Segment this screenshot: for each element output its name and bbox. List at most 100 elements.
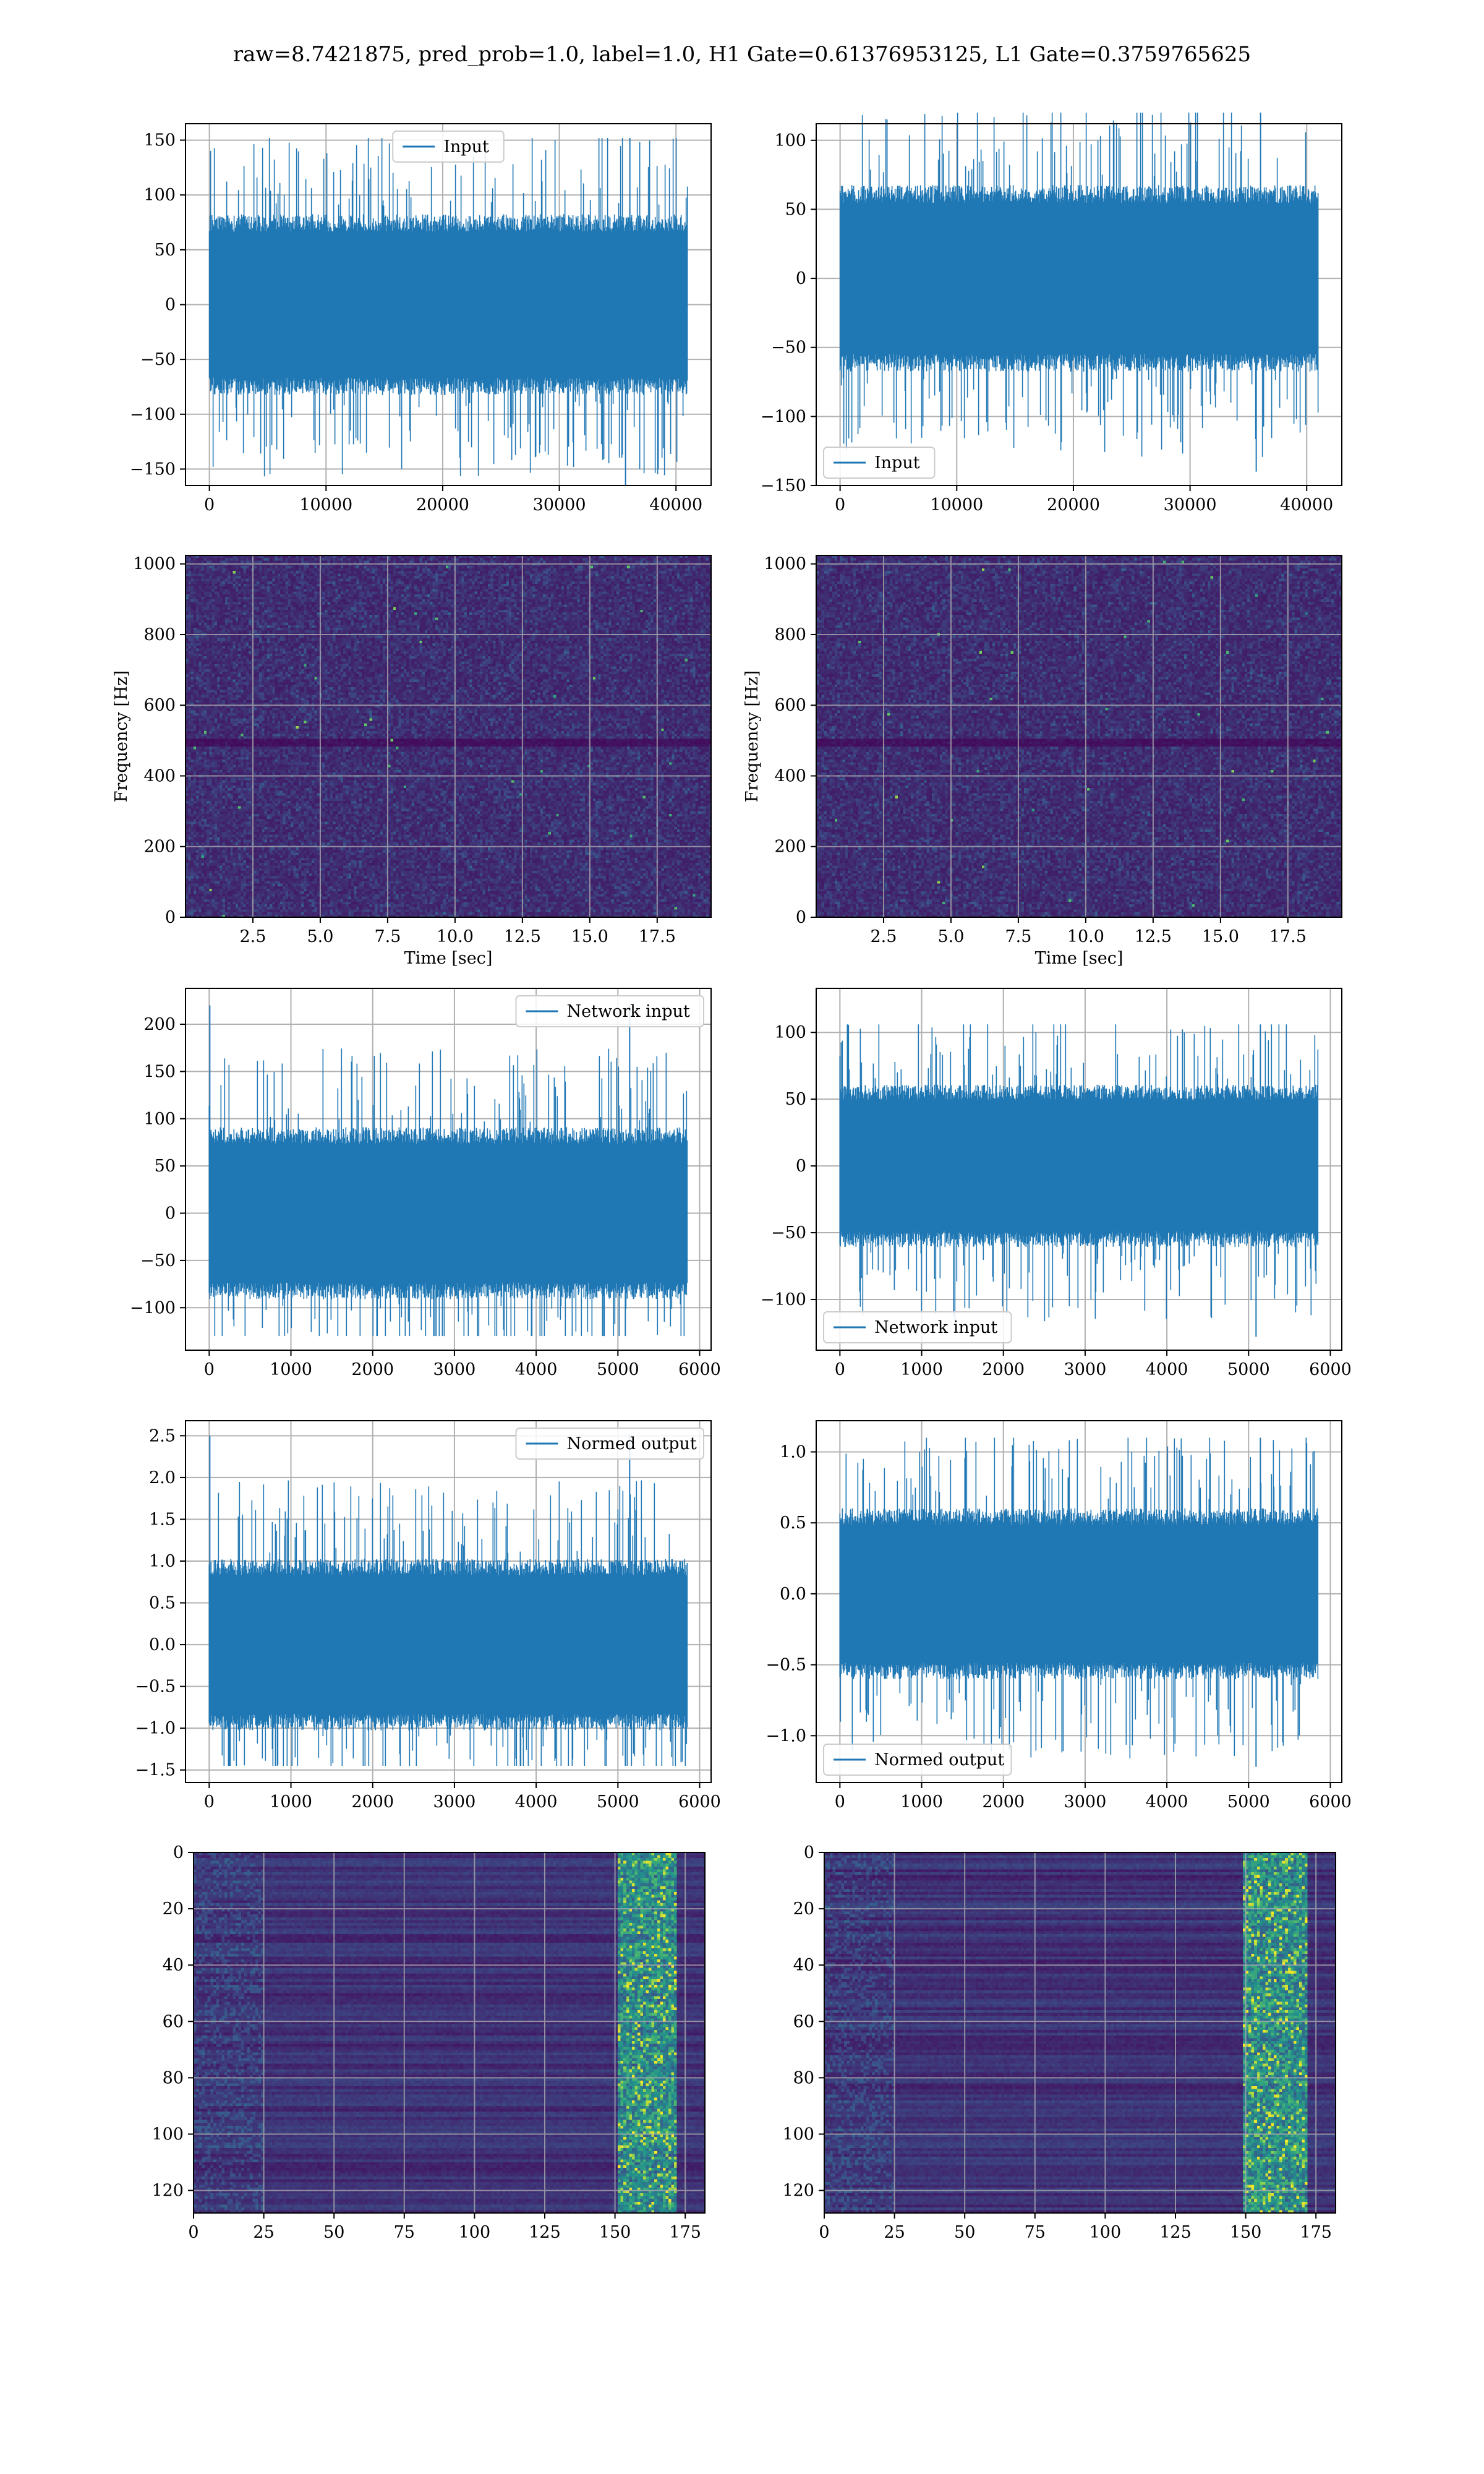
axes-frame xyxy=(816,123,1342,486)
y-axis-label: Frequency [Hz] xyxy=(743,670,762,802)
heatmap-image xyxy=(824,1852,1336,2213)
x-tick-label: 15.0 xyxy=(571,927,608,946)
y-tick-label: 120 xyxy=(151,2181,184,2201)
x-tick-label: 2.5 xyxy=(239,927,266,946)
legend-label: Input xyxy=(874,453,920,473)
y-tick-label: 1000 xyxy=(764,555,806,574)
x-axis-label: Time [sec] xyxy=(404,949,493,968)
y-tick-label: 40 xyxy=(793,1956,814,1975)
y-tick-label: −100 xyxy=(130,1298,176,1317)
x-tick-label: 5.0 xyxy=(307,927,333,946)
y-tick-label: −1.5 xyxy=(135,1761,176,1780)
x-tick-label: 5000 xyxy=(1227,1360,1270,1379)
chart-h1-input: 0 10000 20000 30000 40000 −150 −100 −50 0 50 100 15… xyxy=(130,123,712,515)
y-tick-label: 0.0 xyxy=(780,1585,806,1604)
x-tick-label: 17.5 xyxy=(639,927,676,946)
x-tick-label: 2000 xyxy=(351,1360,394,1379)
chart-h1-network-input: 0 1000 2000 3000 4000 5000 6000 −100 −50 0 50 100 15… xyxy=(130,988,721,1379)
series-line xyxy=(208,138,688,477)
series-line xyxy=(208,1048,688,1337)
y-tick-label: 20 xyxy=(163,1899,184,1919)
y-tick-label: 20 xyxy=(793,1899,814,1919)
axes-frame xyxy=(185,555,712,918)
y-tick-label: 0.5 xyxy=(780,1513,806,1533)
heatmap-image xyxy=(186,555,711,917)
legend-label: Input xyxy=(443,137,489,156)
x-tick-label: 10000 xyxy=(299,495,352,515)
legend-label: Normed output xyxy=(874,1750,1004,1770)
x-tick-label: 6000 xyxy=(1309,1792,1352,1812)
y-tick-label: 40 xyxy=(163,1956,184,1975)
y-tick-label: 2.0 xyxy=(149,1468,176,1487)
series-line xyxy=(208,1480,688,1766)
y-tick-label: 120 xyxy=(782,2181,814,2201)
x-tick-label: 20000 xyxy=(1047,495,1100,515)
x-tick-label: 6000 xyxy=(1309,1360,1352,1379)
axes-frame xyxy=(816,988,1342,1351)
series-line xyxy=(839,1437,1319,1758)
y-tick-label: 1.5 xyxy=(149,1510,176,1529)
x-tick-label: 6000 xyxy=(678,1360,721,1379)
legend-box xyxy=(823,1744,1012,1776)
axes-frame xyxy=(824,1852,1336,2214)
y-tick-label: 1.0 xyxy=(149,1552,176,1571)
y-tick-label: −150 xyxy=(130,460,176,479)
chart-l1-spectrogram: 2.5 5.0 7.5 10.0 12.5 15.0 17.5 0 200 400 600 800 10… xyxy=(743,555,1342,968)
y-tick-label: −50 xyxy=(771,1223,806,1243)
x-tick-label: 17.5 xyxy=(1269,927,1307,946)
y-tick-label: 0 xyxy=(165,908,176,927)
y-tick-label: 0 xyxy=(804,1843,814,1862)
chart-l1-feature-map: 0 25 50 75 100 125 150 175 0 20 40 60 80 100 120 xyxy=(782,1843,1336,2242)
x-tick-label: 4000 xyxy=(1146,1360,1188,1379)
x-tick-label: 75 xyxy=(1025,2223,1046,2242)
x-tick-label: 1000 xyxy=(900,1792,943,1812)
y-tick-label: 0.5 xyxy=(149,1594,176,1613)
x-tick-label: 175 xyxy=(1300,2223,1332,2242)
y-tick-label: 1.0 xyxy=(780,1442,806,1462)
x-tick-label: 0 xyxy=(819,2223,829,2242)
x-tick-label: 7.5 xyxy=(1005,927,1031,946)
legend-box xyxy=(823,447,936,479)
heatmap-image xyxy=(194,1852,705,2213)
y-tick-label: 800 xyxy=(774,625,806,644)
x-tick-label: 5000 xyxy=(597,1360,639,1379)
x-tick-label: 50 xyxy=(954,2223,975,2242)
x-tick-label: 175 xyxy=(669,2223,701,2242)
chart-l1-normed-output: 0 1000 2000 3000 4000 5000 6000 −1.0 −0.5 0.0 0.5 1… xyxy=(765,1420,1352,1812)
x-tick-label: 2000 xyxy=(982,1360,1025,1379)
y-tick-label: 50 xyxy=(155,1157,176,1176)
x-tick-label: 100 xyxy=(1090,2223,1122,2242)
x-axis-label: Time [sec] xyxy=(1035,949,1124,968)
legend-label: Network input xyxy=(874,1318,997,1337)
x-tick-label: 12.5 xyxy=(504,927,541,946)
x-tick-label: 0 xyxy=(835,1792,845,1812)
x-tick-label: 4000 xyxy=(1146,1792,1188,1812)
x-tick-label: 1000 xyxy=(900,1360,943,1379)
x-tick-label: 3000 xyxy=(1064,1360,1107,1379)
x-tick-label: 25 xyxy=(884,2223,905,2242)
x-tick-label: 30000 xyxy=(533,495,586,515)
y-tick-label: −50 xyxy=(771,338,806,357)
x-tick-label: 4000 xyxy=(515,1792,558,1812)
grid xyxy=(193,1852,705,2213)
legend-box xyxy=(515,1427,704,1460)
x-tick-label: 10.0 xyxy=(437,927,474,946)
x-tick-label: 50 xyxy=(323,2223,344,2242)
x-tick-label: 10000 xyxy=(930,495,983,515)
x-tick-label: 0 xyxy=(188,2223,198,2242)
y-tick-label: −1.0 xyxy=(765,1726,806,1745)
y-tick-label: 200 xyxy=(143,837,176,857)
x-tick-label: 7.5 xyxy=(374,927,401,946)
x-tick-label: 40000 xyxy=(1280,495,1333,515)
x-tick-label: 5000 xyxy=(1227,1792,1270,1812)
y-tick-label: 400 xyxy=(774,766,806,785)
y-tick-label: 60 xyxy=(163,2012,184,2031)
y-tick-label: 100 xyxy=(151,2125,184,2144)
y-tick-label: 0 xyxy=(796,1157,806,1176)
y-tick-label: 0 xyxy=(173,1843,184,1862)
axes-frame xyxy=(816,555,1342,918)
y-tick-label: 100 xyxy=(774,131,806,150)
legend: Network input xyxy=(823,1311,1012,1343)
chart-h1-spectrogram: 2.5 5.0 7.5 10.0 12.5 15.0 17.5 0 200 400 600 800 10… xyxy=(112,555,712,968)
figure-title: raw=8.7421875, pred_prob=1.0, label=1.0,… xyxy=(232,42,1252,67)
